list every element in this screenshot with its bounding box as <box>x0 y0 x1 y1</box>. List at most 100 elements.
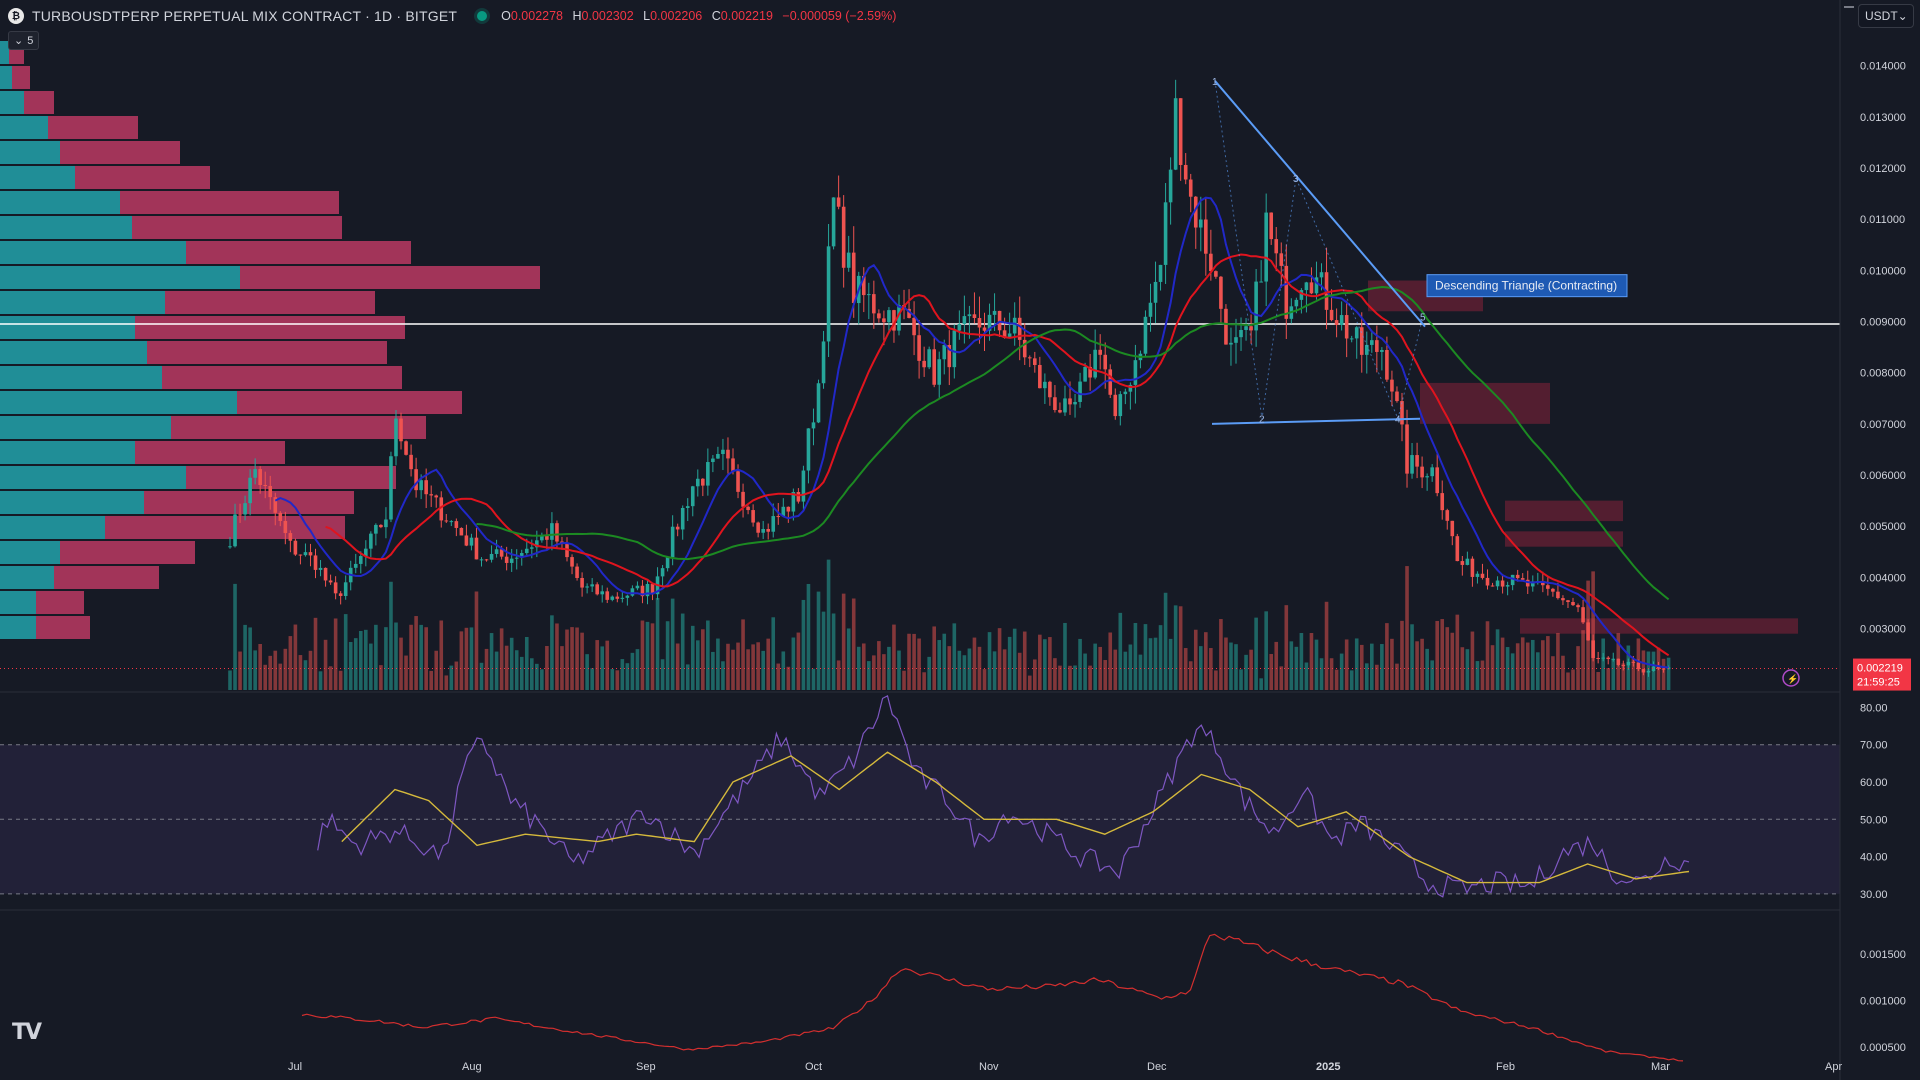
candle-body <box>298 554 303 556</box>
volume-bar <box>902 670 906 690</box>
volume-bar <box>409 624 413 690</box>
volume-bar <box>1012 628 1017 690</box>
candle-body <box>1385 349 1389 380</box>
candle-body <box>278 512 283 521</box>
volume-bar <box>1033 659 1037 690</box>
candle-body <box>1561 598 1565 601</box>
volume-bar <box>1445 627 1450 690</box>
candle-body <box>1033 358 1037 365</box>
profile-row-up <box>0 116 48 139</box>
volume-bar <box>1204 632 1208 690</box>
volume-bar <box>484 648 489 690</box>
candle-body <box>1022 339 1027 358</box>
time-tick-label: Sep <box>636 1061 656 1073</box>
volume-bar <box>590 668 594 690</box>
volume-bar <box>680 613 685 690</box>
rsi-tick-label: 60.00 <box>1860 777 1888 789</box>
supply-zones <box>1368 280 1798 634</box>
candle-body <box>519 553 524 558</box>
ohlc-values: O0.002278 H0.002302 L0.002206 C0.002219 … <box>501 9 897 23</box>
volume-bar <box>756 642 760 690</box>
volume-bar <box>1566 672 1570 690</box>
candle-body <box>1576 605 1580 608</box>
volume-bar <box>645 621 650 690</box>
volume-bar <box>1229 642 1233 690</box>
volume-bar <box>1460 647 1465 690</box>
candle-body <box>836 197 841 207</box>
volume-bar <box>1525 642 1530 690</box>
tradingview-logo[interactable]: TV <box>12 1020 42 1045</box>
profile-row-down <box>36 616 90 639</box>
candle-body <box>670 526 675 558</box>
indicators-toggle-button[interactable]: ⌄ 5 <box>8 31 40 50</box>
volume-bar <box>1284 605 1289 690</box>
candle-body <box>1002 330 1007 338</box>
volume-bar <box>741 619 745 690</box>
symbol-legend[interactable]: ₿ TURBOUSDTPERP PERPETUAL MIX CONTRACT ·… <box>8 6 902 26</box>
lightning-icon[interactable] <box>1782 669 1800 687</box>
candle-body <box>1505 585 1510 587</box>
rsi-tick-label: 70.00 <box>1860 740 1888 752</box>
volume-bar <box>1380 644 1384 690</box>
candle-body <box>1284 265 1289 319</box>
candle-body <box>947 345 952 368</box>
volume-bar <box>1043 639 1047 690</box>
candle-body <box>615 596 620 599</box>
triangle-lower-line[interactable] <box>1211 417 1421 425</box>
candle-body <box>716 454 720 459</box>
pattern-label-box[interactable] <box>1426 274 1628 298</box>
triangle-upper-line[interactable] <box>1214 80 1426 328</box>
volume-bar <box>630 652 635 690</box>
candle-body <box>1043 381 1047 389</box>
volume-bar <box>1505 647 1510 690</box>
volume-bar <box>826 559 831 690</box>
volume-bar <box>1264 611 1268 690</box>
candle-body <box>1445 510 1450 521</box>
profile-row-up <box>0 441 135 464</box>
pattern-drawing[interactable]: 1 2 3 4 5 Descending Triangle (Contracting) <box>1211 77 1628 426</box>
candle-body <box>1480 573 1485 578</box>
volume-bar <box>499 628 504 690</box>
supply-zone <box>1505 500 1623 522</box>
pattern-zigzag <box>1214 80 1424 421</box>
candle-body <box>333 582 338 594</box>
candle-body <box>1224 308 1228 345</box>
pattern-point-label: 4 <box>1395 415 1401 426</box>
symbol-title[interactable]: TURBOUSDTPERP PERPETUAL MIX CONTRACT · 1… <box>32 8 458 24</box>
volume-bar <box>1485 621 1490 690</box>
candle-body <box>1425 476 1429 478</box>
volume-bar <box>1510 653 1515 690</box>
candle-body <box>399 418 403 442</box>
candle-body <box>358 556 363 564</box>
candle-body <box>997 310 1002 331</box>
currency-select[interactable]: USDT ⌄ <box>1858 4 1914 28</box>
candle-body <box>1344 315 1349 339</box>
more-icon[interactable] <box>1844 6 1854 8</box>
volume-bar <box>675 643 680 690</box>
candle-body <box>992 310 997 315</box>
candle-body <box>967 314 972 317</box>
volume-bar <box>434 650 439 690</box>
candle-body <box>1133 360 1138 385</box>
candle-body <box>1475 573 1480 577</box>
candle-body <box>1078 381 1082 402</box>
rsi-pane <box>0 695 1840 898</box>
volume-bar <box>1470 631 1475 690</box>
candle-body <box>640 585 645 597</box>
candle-body <box>731 458 735 472</box>
price-tick-label: 0.004000 <box>1860 572 1906 584</box>
candle-body <box>429 494 433 496</box>
volume-bar <box>1173 605 1178 690</box>
profile-row-up <box>0 491 144 514</box>
candle-body <box>675 526 680 530</box>
candle-body <box>1229 342 1233 345</box>
candle-body <box>821 341 826 384</box>
volume-bar <box>1224 637 1228 690</box>
volume-bar <box>1425 648 1429 690</box>
time-tick-label: Dec <box>1147 1061 1167 1073</box>
volume-bar <box>439 620 444 690</box>
market-status-icon[interactable] <box>477 11 488 21</box>
time-tick-label: Feb <box>1496 1061 1515 1073</box>
